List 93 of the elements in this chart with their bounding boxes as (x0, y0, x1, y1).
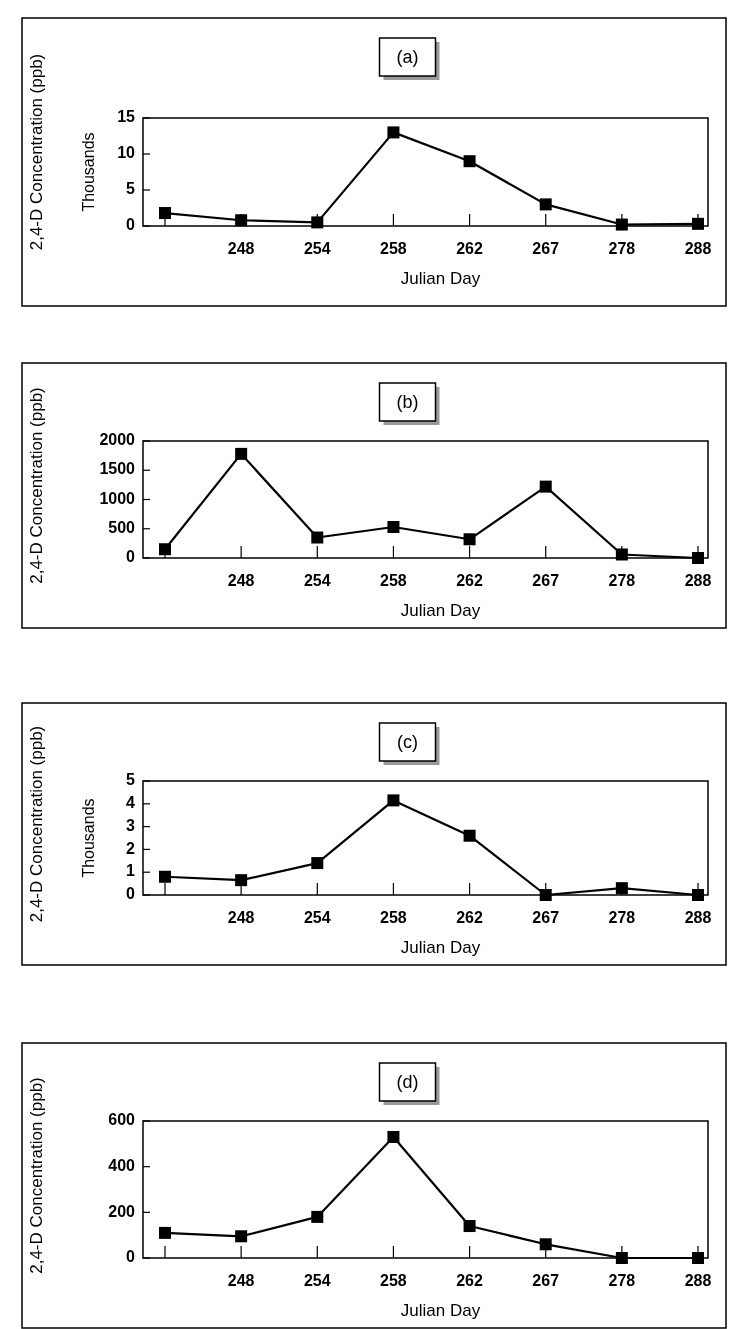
y-tick-label: 2000 (99, 431, 136, 449)
x-tick-label: 262 (456, 909, 484, 926)
y-tick-label: 0 (126, 548, 136, 566)
y-tick-label: 10 (117, 144, 136, 162)
x-tick-label: 258 (380, 572, 407, 589)
x-tick-label: 278 (608, 909, 636, 926)
x-tick-label: 248 (227, 909, 255, 926)
y-tick-label: 5 (126, 771, 136, 789)
x-tick-label: 254 (303, 909, 331, 926)
point (615, 218, 628, 231)
point (159, 1226, 171, 1239)
point (159, 870, 171, 883)
y-tick-label: 0 (126, 885, 136, 903)
y-tick-label: 5 (126, 180, 136, 198)
chart-title: (a) (396, 46, 419, 67)
y-tick-label: 1500 (99, 460, 136, 478)
x-tick-label: 278 (608, 1272, 636, 1289)
x-tick-label: 267 (532, 572, 560, 589)
point (463, 533, 476, 546)
point (311, 1210, 324, 1223)
x-tick-label: 258 (380, 909, 407, 926)
x-tick-label: 267 (532, 240, 560, 257)
point (159, 543, 171, 556)
point (615, 548, 628, 561)
point (692, 552, 704, 564)
x-tick-label: 288 (684, 572, 712, 589)
y-axis-title: 2,4-D Concentration (ppb) (27, 725, 47, 923)
x-axis-title: Julian Day (400, 601, 481, 620)
chart-title: (d) (396, 1071, 419, 1092)
point (615, 882, 628, 895)
chart-title: (c) (397, 731, 418, 752)
x-tick-label: 258 (380, 240, 407, 257)
point (539, 1238, 552, 1251)
point (387, 794, 400, 807)
point (692, 1252, 704, 1264)
point (235, 1230, 248, 1243)
point (235, 214, 248, 227)
point (692, 889, 704, 901)
chart-title: (b) (396, 391, 419, 412)
x-tick-label: 254 (303, 1272, 331, 1289)
text: Thousands (80, 798, 98, 878)
point (311, 531, 324, 544)
point (311, 216, 324, 229)
point (539, 889, 552, 901)
point (539, 198, 552, 211)
point (311, 857, 324, 870)
point (235, 447, 248, 460)
point (159, 207, 171, 220)
point (615, 1252, 628, 1264)
y-tick-label: 0 (126, 216, 136, 234)
x-tick-label: 258 (380, 1272, 407, 1289)
y-tick-label: 3 (126, 816, 136, 834)
y-tick-label: 1000 (99, 489, 136, 507)
x-tick-label: 248 (227, 240, 255, 257)
y-tick-label: 15 (117, 108, 136, 126)
x-tick-label: 262 (456, 1272, 484, 1289)
y-tick-label: 200 (108, 1202, 136, 1220)
x-tick-label: 288 (684, 909, 712, 926)
point (235, 874, 248, 887)
x-axis-title: Julian Day (400, 938, 481, 957)
x-tick-label: 254 (303, 572, 331, 589)
point (387, 1130, 400, 1143)
point (387, 521, 400, 533)
x-tick-label: 278 (608, 572, 636, 589)
y-tick-label: 1 (126, 862, 136, 880)
y-tick-label: 600 (108, 1111, 136, 1129)
point (387, 126, 400, 139)
x-axis-title: Julian Day (400, 269, 481, 288)
y-tick-label: 4 (126, 794, 136, 812)
x-tick-label: 288 (684, 240, 712, 257)
y-axis-title: 2,4-D Concentration (ppb) (27, 387, 47, 584)
x-tick-label: 267 (532, 909, 560, 926)
y-tick-label: 500 (108, 518, 136, 536)
y-tick-label: 2 (126, 839, 136, 857)
x-tick-label: 278 (608, 240, 636, 257)
point (463, 155, 476, 168)
x-tick-label: 262 (456, 572, 484, 589)
point (463, 829, 476, 842)
x-axis-title: Julian Day (400, 1301, 481, 1320)
x-tick-label: 288 (684, 1272, 712, 1289)
x-tick-label: 248 (227, 1272, 255, 1289)
text: Thousands (80, 132, 98, 212)
point (539, 480, 552, 493)
x-tick-label: 248 (227, 572, 255, 589)
point (692, 217, 704, 230)
y-axis-title: 2,4-D Concentration (ppb) (27, 53, 47, 251)
x-tick-label: 262 (456, 240, 484, 257)
x-tick-label: 267 (532, 1272, 560, 1289)
point (463, 1220, 476, 1233)
y-axis-title: 2,4-D Concentration (ppb) (27, 1077, 47, 1274)
y-tick-label: 400 (108, 1156, 136, 1174)
x-tick-label: 254 (303, 240, 331, 257)
y-tick-label: 0 (126, 1248, 136, 1266)
